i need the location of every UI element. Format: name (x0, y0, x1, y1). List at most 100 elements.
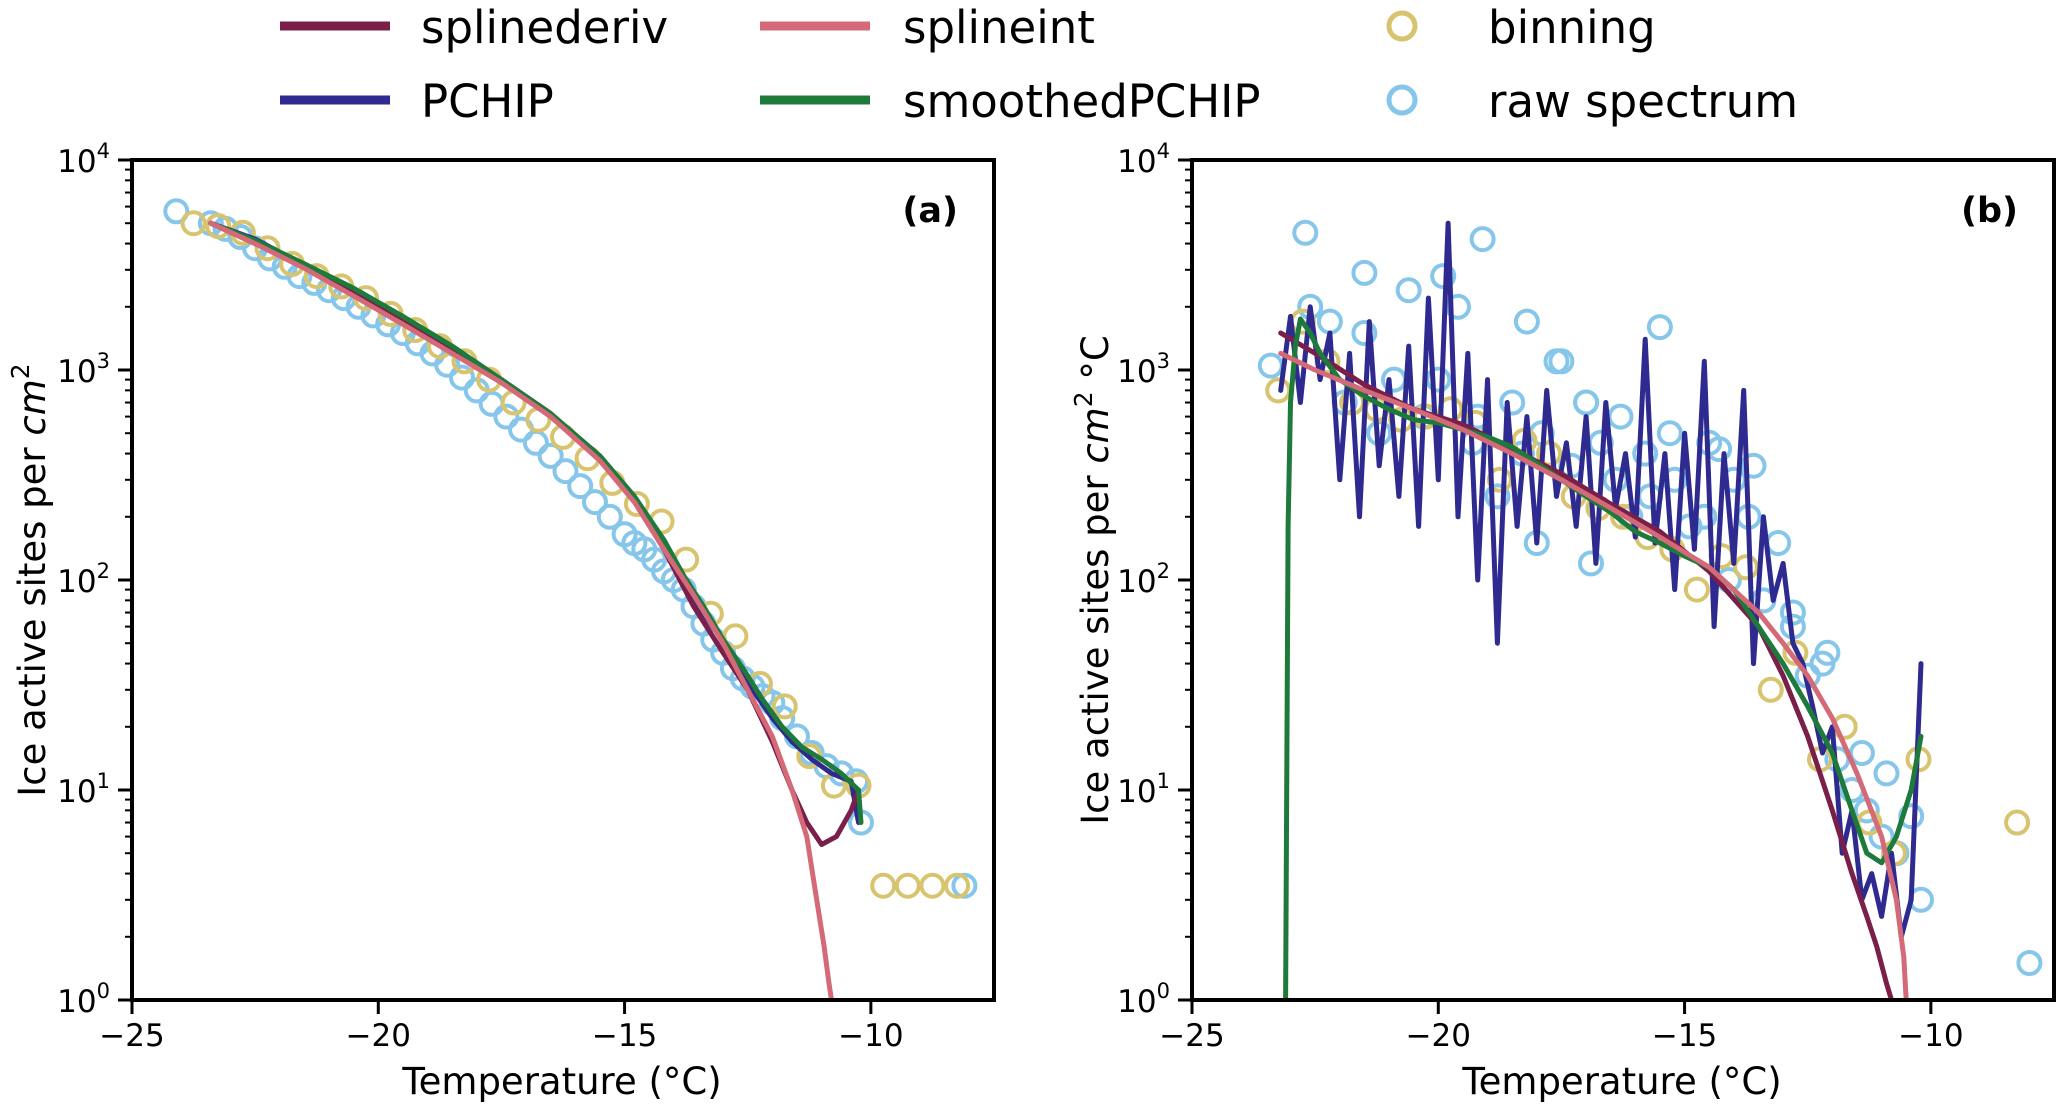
panel-b-raw-spectrum-point (1395, 277, 1422, 304)
panel-b-raw-spectrum-point (1656, 420, 1683, 447)
panel-b-label: (b) (1961, 191, 2018, 231)
panel-a-xlabel: Temperature (°C) (401, 1060, 721, 1103)
panel-b-raw-spectrum-point (1548, 348, 1575, 375)
panel-a-ylabel-unit: cm (11, 379, 54, 435)
panel-b-raw-spectrum-point (1873, 760, 1900, 787)
panel-a-raw-spectrum-point (537, 442, 564, 469)
panel-b-ylabel-suffix: °C (1074, 335, 1117, 391)
panel-a-binning-point (205, 213, 232, 239)
panel-b-raw-spectrum-point (1578, 550, 1604, 577)
panel-b-ylabel-text: Ice active sites per (1074, 464, 1117, 825)
panel-b-ytick-label: 100 (1117, 979, 1170, 1020)
panel-b-raw-spectrum-point (1499, 389, 1526, 416)
panel-a-ytick-label: 103 (57, 349, 110, 390)
panel-b-binning-point (2004, 809, 2031, 836)
legend-entry-binning: binning (1386, 1, 1656, 54)
panel-b-ylabel: Ice active sites per cm2 °C (1069, 335, 1117, 825)
panel-a-raw-spectrum-point (493, 403, 520, 430)
panel-a-frame (130, 158, 996, 1002)
panel-b-binning-point (1733, 554, 1760, 581)
panel-b-raw-spectrum-point (1573, 389, 1600, 416)
panel-b-raw-spectrum-point (1316, 308, 1343, 335)
panel-a-xtick-label: −10 (838, 1018, 903, 1054)
panel-b-raw-spectrum-point (1779, 599, 1806, 626)
panel-b-raw-spectrum-point (1765, 530, 1792, 556)
panel-b-xtick-label: −10 (1898, 1018, 1963, 1054)
panel-a-ylabel-exp: 2 (6, 363, 35, 379)
legend-swatch-binning (1386, 10, 1418, 42)
panel-a-binning-point (919, 872, 946, 899)
panel-a-series-pchip-line (208, 220, 861, 825)
legend-label-splineint: splineint (903, 1, 1095, 54)
panel-a-raw-spectrum-point (552, 458, 579, 485)
panel-a-ytick-label: 104 (57, 139, 110, 180)
panel-b-axes: −25 −20 −15 −10 100 101 102 103 104 (1117, 139, 1963, 1054)
panel-b-raw-spectrum-point (1848, 740, 1875, 766)
legend-entry-raw-spectrum: raw spectrum (1386, 75, 1798, 128)
panel-a-raw-spectrum-point (163, 198, 190, 225)
panel-b-binning-point (1782, 639, 1809, 666)
panel-b-raw-spectrum-point (1607, 403, 1634, 430)
panel-a-series-splinederiv-line (208, 220, 861, 847)
panel-b-raw-spectrum-point (1351, 320, 1378, 346)
panel-a-ytick-label: 101 (57, 769, 110, 810)
legend: splinederiv splineint binning PCHIP smoo… (280, 1, 1798, 128)
panel-a-xtick-label: −15 (592, 1018, 657, 1054)
panel-b-raw-spectrum-point (1632, 440, 1659, 467)
panel-a-series-smoothedpchip-line (208, 220, 864, 825)
panel-a-ylabel-text: Ice active sites per (11, 436, 54, 797)
panel-b-ytick-label: 103 (1117, 349, 1170, 390)
panel-a-xtick-label: −25 (99, 1018, 164, 1054)
panel-b-ytick-label: 104 (1117, 139, 1170, 180)
panel-a-series-splineint-line (208, 220, 834, 1000)
panel-a-raw-spectrum-point (567, 473, 594, 500)
panel-a-marks (163, 198, 978, 1000)
panel-a-raw-spectrum-point (522, 429, 549, 456)
legend-entry-splinederiv: splinederiv (280, 1, 668, 54)
legend-label-splinederiv: splinederiv (421, 1, 668, 54)
panel-a-series-binning (180, 210, 971, 899)
panel-b-xlabel: Temperature (°C) (1461, 1060, 1781, 1103)
panel-a-label: (a) (902, 191, 958, 231)
panel-b-series-raw-spectrum (1257, 219, 2043, 976)
panel-a-binning-point (870, 872, 897, 899)
legend-label-pchip: PCHIP (421, 75, 554, 128)
legend-label-binning: binning (1488, 1, 1656, 54)
panel-a-raw-spectrum-point (582, 489, 608, 516)
panel-a-ylabel: Ice active sites per cm2 (6, 363, 54, 796)
panel-b-frame (1190, 158, 2056, 1002)
panel-b-raw-spectrum-point (1646, 314, 1673, 341)
panel-b-raw-spectrum-point (1351, 259, 1378, 286)
panel-b-xtick-label: −15 (1652, 1018, 1717, 1054)
panel-b-ytick-label: 101 (1117, 769, 1170, 810)
panel-a-binning-point (623, 491, 650, 517)
panel-a-xtick-label: −20 (346, 1018, 411, 1054)
panel-a-binning-point (771, 693, 798, 720)
legend-label-smoothedpchip: smoothedPCHIP (903, 75, 1261, 128)
panel-b-raw-spectrum-point (1292, 219, 1319, 246)
panel-b-raw-spectrum-point (2016, 950, 2043, 976)
panel-a-binning-point (180, 210, 207, 237)
panel-a-raw-spectrum-point (449, 364, 475, 391)
panel-a-raw-spectrum-point (596, 503, 623, 530)
panel-b-raw-spectrum-point (1513, 308, 1540, 335)
panel-b-marks (1257, 219, 2043, 1000)
panel-a-raw-spectrum-point (478, 390, 505, 417)
panel-a-binning-point (254, 235, 281, 262)
panel-a-binning-point (722, 623, 749, 650)
panel-b-ylabel-exp: 2 (1069, 391, 1098, 407)
legend-entry-splineint: splineint (760, 1, 1095, 54)
panel-a-axes: −25 −20 −15 −10 100 101 102 103 104 (57, 139, 903, 1054)
panel-a-ytick-label: 100 (57, 979, 110, 1020)
panel-b-binning-point (1683, 576, 1710, 603)
panel-b-raw-spectrum-point (1814, 639, 1841, 666)
panel-b-raw-spectrum-point (1740, 452, 1767, 479)
panel-b-raw-spectrum-point (1469, 226, 1496, 253)
panel-b-xtick-label: −20 (1406, 1018, 1471, 1054)
panel-b-ytick-label: 102 (1117, 559, 1170, 600)
panel-b-xtick-label: −25 (1159, 1018, 1224, 1054)
legend-label-raw-spectrum: raw spectrum (1488, 75, 1798, 128)
panel-a-raw-spectrum-point (951, 872, 978, 899)
panel-b-raw-spectrum-point (1484, 483, 1511, 510)
